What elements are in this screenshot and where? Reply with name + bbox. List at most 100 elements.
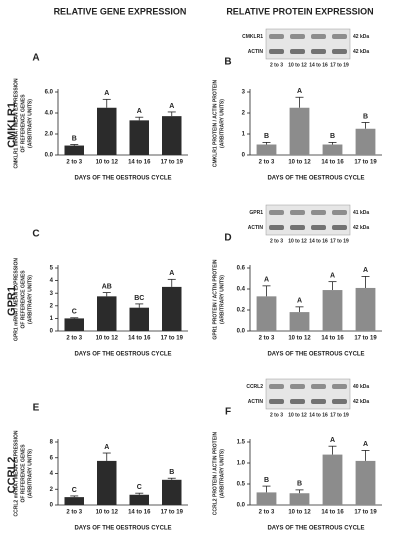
blot-band [311,384,326,389]
x-tick-label: 14 to 16 [321,160,344,166]
y-axis-label: GPR1 mRNA / MEAN EXPRESSION [13,258,19,341]
significance-letter: B [330,133,335,140]
x-tick-label: 2 to 3 [259,510,275,516]
significance-letter: A [104,90,109,97]
blot-frame [265,378,351,410]
blot-frame [265,28,351,60]
blot-band [269,49,284,54]
significance-letter: AB [102,283,112,290]
blot-lane-label: 2 to 3 [270,238,283,244]
y-tick-label: 0.0 [237,503,246,509]
blot-band [269,384,284,389]
y-tick-label: 2 [50,303,54,309]
blot-band [311,399,326,404]
blot-band [332,34,347,39]
y-tick-label: 0.4 [237,287,246,293]
blot-size: 42 kDa [353,225,369,231]
significance-letter: B [264,477,269,484]
bar [162,479,182,505]
y-axis-label: CMKLR1 mRNA / MEAN EXPRESSION [13,78,19,168]
x-tick-label: 2 to 3 [66,510,82,516]
blot-band [269,399,284,404]
blot-size: 42 kDa [353,49,369,55]
row-label: CMKLR1 [6,102,18,148]
x-tick-label: 10 to 12 [288,160,311,166]
row-label: GPR1 [6,286,18,316]
blot-label: ACTIN [248,399,264,405]
x-tick-label: 17 to 19 [354,160,377,166]
panel-letter: E [33,403,40,414]
y-axis-label: (ARBITRARY UNITS) [219,275,225,324]
x-tick-label: 2 to 3 [66,160,82,166]
blot-band [290,225,305,230]
panel-letter: B [224,57,231,68]
bar [64,318,84,331]
y-tick-label: 1.5 [237,440,246,446]
significance-letter: BC [134,295,144,302]
blot-frame [265,204,351,236]
y-tick-label: 6.0 [45,90,54,96]
x-tick-label: 17 to 19 [161,510,184,516]
y-tick-label: 4 [50,471,54,477]
blot-lane-label: 14 to 16 [309,62,328,68]
significance-letter: A [169,270,174,277]
x-tick-label: 2 to 3 [259,336,275,342]
x-axis-label: DAYS OF THE OESTROUS CYCLE [74,526,171,532]
bar [322,290,343,331]
bar [355,128,376,155]
x-axis-label: DAYS OF THE OESTROUS CYCLE [74,352,171,358]
bar [129,120,149,155]
blot-lane-label: 10 to 12 [288,238,307,244]
y-tick-label: 3 [50,291,54,297]
x-tick-label: 14 to 16 [321,510,344,516]
blot-band [332,384,347,389]
blot-size: 42 kDa [353,399,369,405]
y-axis-label: (ARBITRARY UNITS) [27,275,33,324]
x-tick-label: 17 to 19 [161,160,184,166]
y-tick-label: 0.0 [237,329,246,335]
y-axis-label: (ARBITRARY UNITS) [27,449,33,498]
y-tick-label: 0.2 [237,308,246,314]
panel-letter: D [224,233,231,244]
y-axis-label: (ARBITRARY UNITS) [219,449,225,498]
x-tick-label: 17 to 19 [161,336,184,342]
blot-lane-label: 10 to 12 [288,412,307,418]
significance-letter: C [72,487,77,494]
blot-band [332,399,347,404]
blot-band [269,210,284,215]
y-axis-label: (ARBITRARY UNITS) [27,99,33,148]
blot-band [332,49,347,54]
blot-band [290,399,305,404]
y-tick-label: 0 [242,153,246,159]
blot-label: ACTIN [248,225,264,231]
blot-lane-label: 2 to 3 [270,62,283,68]
significance-letter: A [297,88,302,95]
bar [129,494,149,505]
y-tick-label: 6 [50,455,54,461]
bar [64,497,84,505]
y-axis-label: CMKLR1 PROTEIN / ACTIN PROTEIN [212,79,218,167]
blot-band [290,384,305,389]
significance-letter: A [363,267,368,274]
bar [256,492,277,505]
x-tick-label: 10 to 12 [96,160,119,166]
panel-letter: C [32,229,39,240]
significance-letter: A [169,103,174,110]
significance-letter: A [104,444,109,451]
bar [355,460,376,505]
y-tick-label: 5 [50,266,54,272]
y-tick-label: 0.6 [237,266,246,272]
x-tick-label: 2 to 3 [259,160,275,166]
y-tick-label: 4 [50,278,54,284]
blot-band [269,225,284,230]
significance-letter: B [297,481,302,488]
y-tick-label: 0 [50,503,54,509]
blot-lane-label: 17 to 19 [330,62,349,68]
blot-band [332,225,347,230]
significance-letter: A [330,437,335,444]
bar [289,312,310,331]
blot-band [290,49,305,54]
y-tick-label: 1 [242,132,246,138]
blot-band [311,34,326,39]
